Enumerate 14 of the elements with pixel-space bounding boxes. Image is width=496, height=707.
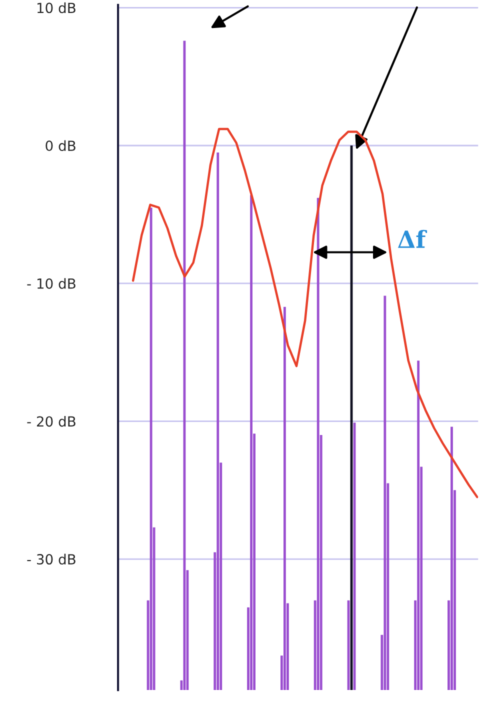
y-tick-label: - 30 dB — [27, 554, 76, 565]
annotation: Δf — [398, 230, 428, 248]
y-tick-label: 10 dB — [37, 2, 76, 14]
bar — [250, 195, 252, 690]
y-tick-label: 0 dB — [46, 140, 76, 152]
bar — [316, 198, 320, 690]
bar — [417, 360, 420, 690]
bar — [384, 296, 386, 690]
y-tick-label: - 10 dB — [27, 278, 76, 289]
bar — [283, 306, 286, 690]
y-tick-label: - 20 dB — [27, 416, 76, 427]
bar — [450, 426, 453, 690]
bar — [150, 208, 152, 690]
bar — [216, 152, 220, 690]
